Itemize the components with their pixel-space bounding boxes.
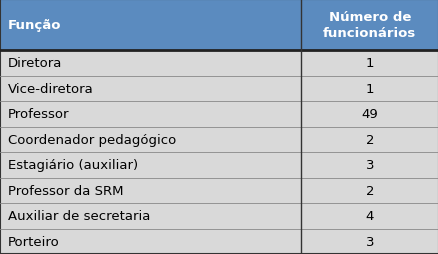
Bar <box>0 76 300 102</box>
Text: Coordenador pedagógico: Coordenador pedagógico <box>8 133 176 146</box>
Bar <box>300 229 438 254</box>
Text: Número de
funcionários: Número de funcionários <box>322 11 416 40</box>
Bar <box>300 127 438 152</box>
Bar <box>300 203 438 229</box>
Text: 2: 2 <box>365 184 373 197</box>
Text: 49: 49 <box>360 108 378 121</box>
Bar <box>0 51 300 76</box>
Text: Vice-diretora: Vice-diretora <box>8 83 93 95</box>
Text: 4: 4 <box>365 210 373 222</box>
Text: Função: Função <box>8 19 61 32</box>
Text: Professor: Professor <box>8 108 69 121</box>
Text: 1: 1 <box>365 83 373 95</box>
Text: Auxiliar de secretaria: Auxiliar de secretaria <box>8 210 150 222</box>
Bar <box>300 51 438 76</box>
Text: 2: 2 <box>365 133 373 146</box>
Text: Diretora: Diretora <box>8 57 62 70</box>
Bar <box>300 178 438 203</box>
Bar <box>300 0 438 51</box>
Text: Estagiário (auxiliar): Estagiário (auxiliar) <box>8 159 138 171</box>
Bar <box>0 0 300 51</box>
Bar <box>300 152 438 178</box>
Bar <box>0 229 300 254</box>
Bar <box>0 127 300 152</box>
Text: 1: 1 <box>365 57 373 70</box>
Text: 3: 3 <box>365 235 373 248</box>
Text: 3: 3 <box>365 159 373 171</box>
Bar <box>0 152 300 178</box>
Text: Porteiro: Porteiro <box>8 235 60 248</box>
Bar <box>0 102 300 127</box>
Bar <box>0 203 300 229</box>
Bar <box>300 76 438 102</box>
Text: Professor da SRM: Professor da SRM <box>8 184 123 197</box>
Bar <box>300 102 438 127</box>
Bar <box>0 178 300 203</box>
